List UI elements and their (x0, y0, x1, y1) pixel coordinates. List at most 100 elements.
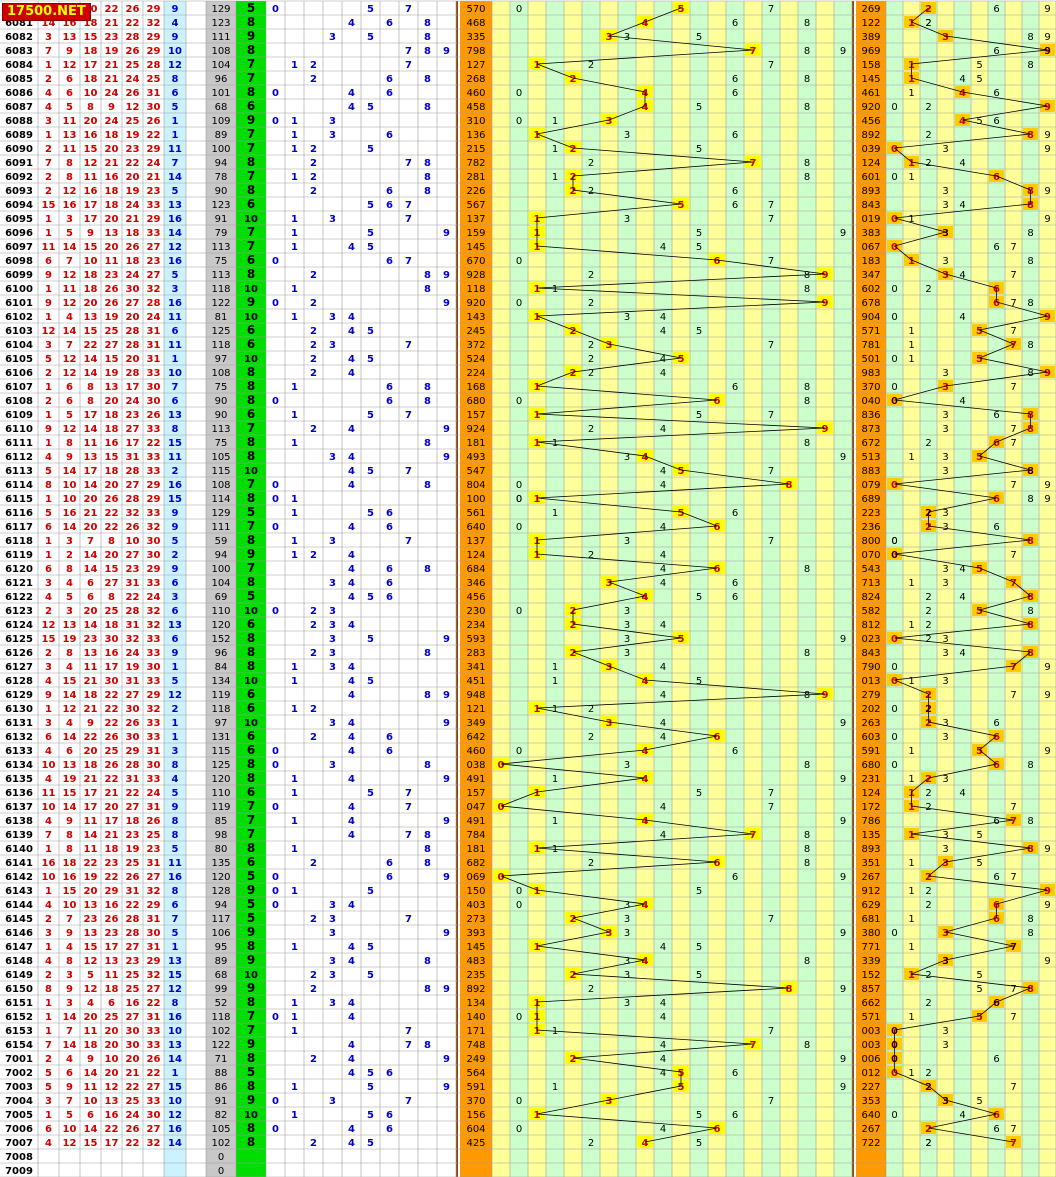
red-ball-number: 20 (84, 886, 98, 897)
digit-group-a: 283 (466, 648, 485, 659)
red-ball-number: 1 (45, 130, 52, 141)
distribution-digit: 8 (1027, 32, 1033, 43)
red-ball-number: 23 (126, 144, 140, 155)
red-ball-number: 29 (147, 690, 161, 701)
red-ball-number: 2 (45, 74, 52, 85)
position-digit: 1 (291, 130, 298, 141)
sum-value: 94 (215, 900, 228, 911)
digit-group-a: 281 (466, 172, 485, 183)
distribution-digit: 8 (804, 648, 810, 659)
digit-group-a: 124 (466, 550, 485, 561)
position-digit: 1 (291, 1026, 298, 1037)
digit-group-b: 543 (861, 564, 880, 575)
blue-ball-number: 5 (172, 676, 179, 687)
distribution-digit: 4 (642, 102, 649, 113)
distribution-digit: 4 (660, 578, 666, 589)
distribution-digit: 7 (1010, 1138, 1017, 1149)
digit-group-b: 461 (861, 88, 880, 99)
position-digit: 8 (424, 438, 431, 449)
red-ball-number: 18 (84, 46, 98, 57)
red-ball-number: 16 (105, 1110, 119, 1121)
distribution-digit: 8 (786, 480, 793, 491)
digit-group-a: 547 (466, 466, 485, 477)
position-digit: 4 (348, 550, 355, 561)
distribution-digit: 3 (942, 256, 948, 267)
span-value: 10 (244, 354, 258, 365)
digit-group-a: 310 (466, 116, 485, 127)
distribution-digit: 7 (768, 788, 774, 799)
red-ball-number: 33 (147, 200, 161, 211)
digit-group-b: 019 (861, 214, 880, 225)
red-ball-number: 16 (105, 172, 119, 183)
digit-group-a: 524 (466, 354, 485, 365)
distribution-digit: 1 (534, 312, 541, 323)
distribution-digit: 0 (891, 242, 898, 253)
digit-group-b: 786 (861, 816, 880, 827)
red-ball-number: 31 (126, 676, 140, 687)
red-ball-number: 19 (105, 312, 119, 323)
span-value: 7 (247, 1009, 255, 1023)
position-digit: 4 (348, 102, 355, 113)
distribution-digit: 4 (660, 480, 666, 491)
distribution-digit: 3 (942, 270, 949, 281)
red-ball-number: 8 (66, 158, 73, 169)
red-ball-number: 13 (105, 228, 119, 239)
digit-group-a: 682 (466, 858, 485, 869)
position-digit: 2 (310, 970, 317, 981)
blue-ball-number: 12 (168, 984, 182, 995)
issue-number: 6105 (5, 354, 33, 365)
position-digit: 1 (291, 550, 298, 561)
position-digit: 7 (405, 46, 412, 57)
red-ball-number: 4 (87, 998, 94, 1009)
red-ball-number: 8 (66, 172, 73, 183)
position-digit: 8 (424, 956, 431, 967)
red-ball-number: 17 (84, 466, 98, 477)
position-digit: 8 (424, 284, 431, 295)
red-ball-number: 31 (126, 620, 140, 631)
blue-ball-number: 14 (168, 228, 182, 239)
distribution-digit: 9 (1044, 494, 1050, 505)
span-value: 9 (247, 547, 255, 561)
distribution-digit: 3 (942, 956, 949, 967)
blue-ball-number: 1 (172, 732, 179, 743)
issue-number: 6148 (5, 956, 33, 967)
red-ball-number: 6 (66, 88, 73, 99)
red-ball-number: 1 (45, 886, 52, 897)
red-ball-number: 9 (66, 984, 73, 995)
distribution-digit: 7 (1010, 550, 1016, 561)
position-digit: 5 (367, 942, 374, 953)
red-ball-number: 12 (126, 102, 140, 113)
position-digit: 2 (310, 424, 317, 435)
blue-ball-number: 3 (172, 284, 179, 295)
distribution-digit: 0 (516, 1012, 522, 1023)
digit-group-a: 491 (466, 774, 485, 785)
blue-ball-number: 15 (168, 1082, 182, 1093)
distribution-digit: 8 (1027, 368, 1033, 379)
red-ball-number: 18 (105, 186, 119, 197)
distribution-digit: 2 (570, 648, 577, 659)
red-ball-number: 9 (66, 816, 73, 827)
red-ball-number: 1 (45, 228, 52, 239)
red-ball-number: 18 (105, 130, 119, 141)
position-digit: 2 (310, 354, 317, 365)
red-ball-number: 26 (126, 88, 140, 99)
position-digit: 1 (291, 998, 298, 1009)
span-value: 7 (247, 477, 255, 491)
distribution-digit: 7 (768, 802, 774, 813)
distribution-digit: 2 (588, 424, 594, 435)
distribution-digit: 6 (993, 116, 999, 127)
position-digit: 2 (310, 620, 317, 631)
issue-number: 6121 (5, 578, 33, 589)
red-ball-number: 31 (147, 1012, 161, 1023)
distribution-digit: 1 (552, 1082, 558, 1093)
sum-value: 88 (215, 1068, 228, 1079)
digit-group-a: 782 (466, 158, 485, 169)
red-ball-number: 5 (66, 102, 73, 113)
red-ball-number: 30 (147, 662, 161, 673)
digit-group-b: 771 (861, 942, 880, 953)
sum-value: 113 (211, 424, 230, 435)
distribution-digit: 2 (570, 144, 577, 155)
red-ball-number: 14 (84, 424, 98, 435)
red-ball-number: 19 (105, 46, 119, 57)
position-digit: 0 (272, 760, 279, 771)
